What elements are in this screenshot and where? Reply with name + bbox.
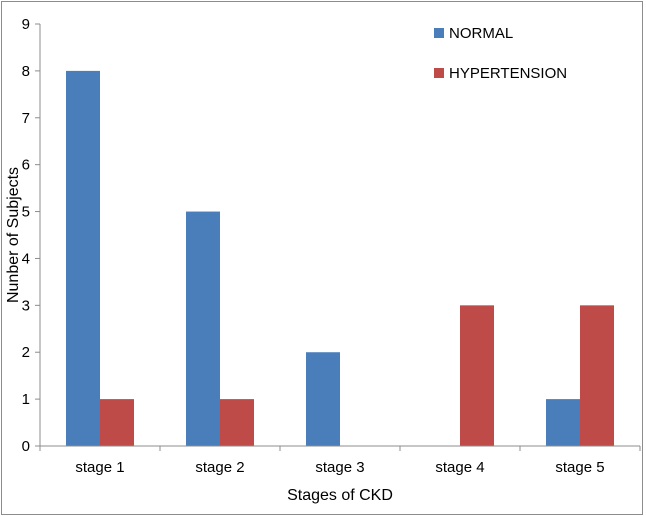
legend-swatch: [434, 28, 444, 38]
bar-normal-stage-1: [66, 70, 100, 446]
x-tick-label: stage 3: [315, 459, 364, 476]
bar-hypertension-stage-4: [460, 305, 494, 446]
y-tick-label: 7: [22, 110, 30, 127]
y-axis-title: Nunber of Subjects: [5, 167, 22, 303]
y-tick-label: 4: [22, 250, 30, 267]
y-tick-label: 3: [22, 297, 30, 314]
x-tick-label: stage 2: [195, 459, 244, 476]
legend-label: NORMAL: [449, 25, 513, 42]
y-tick-label: 2: [22, 344, 30, 361]
x-axis-ticks: stage 1 stage 2 stage 3 stage 4 stage 5: [39, 446, 641, 476]
bar-normal-stage-3: [306, 352, 340, 446]
bar-normal-stage-2: [186, 211, 220, 446]
x-tick-label: stage 1: [75, 459, 124, 476]
x-tick-label: stage 5: [555, 459, 604, 476]
bar-normal-stage-5: [546, 399, 580, 446]
y-tick-label: 0: [22, 438, 30, 455]
legend-swatch: [434, 68, 444, 78]
y-tick-label: 8: [22, 63, 30, 80]
x-tick-label: stage 4: [435, 459, 484, 476]
legend-label: HYPERTENSION: [449, 65, 567, 82]
y-tick-label: 5: [22, 204, 30, 221]
y-tick-label: 9: [22, 16, 30, 33]
bar-hypertension-stage-1: [100, 399, 134, 446]
bar-hypertension-stage-2: [220, 399, 254, 446]
x-axis-title: Stages of CKD: [287, 487, 393, 504]
legend: NORMAL HYPERTENSION: [434, 25, 567, 82]
y-tick-label: 6: [22, 157, 30, 174]
bar-hypertension-stage-5: [580, 305, 614, 446]
y-tick-label: 1: [22, 391, 30, 408]
bars: [66, 70, 614, 446]
y-axis-ticks: 0 1 2 3 4 5 6 7 8 9: [22, 16, 40, 455]
